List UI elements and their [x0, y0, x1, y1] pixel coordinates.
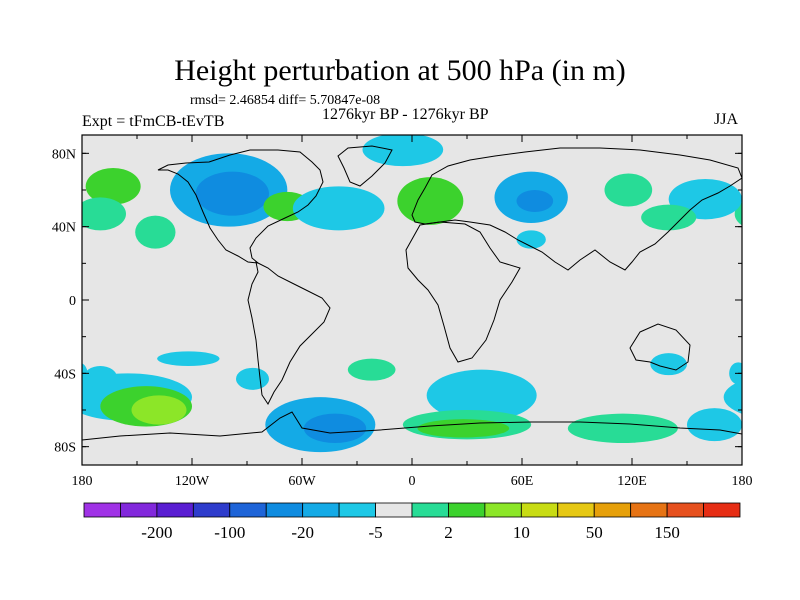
colorbar-swatch	[192, 502, 231, 518]
y-tick-label: 40S	[54, 367, 76, 382]
contour-blob-18	[83, 366, 117, 388]
colorbar-swatch	[520, 502, 559, 518]
contour-blob-15-wrap	[723, 380, 742, 414]
chart-title: Height perturbation at 500 hPa (in m)	[174, 54, 626, 87]
experiment-label: Expt = tFmCB-tEvTB	[82, 113, 225, 130]
colorbar-swatch	[630, 502, 668, 518]
contour-blob-1	[195, 171, 269, 216]
contour-blob-24	[426, 369, 537, 422]
colorbar-swatch	[557, 502, 595, 518]
contour-blob-6	[292, 186, 385, 231]
x-tick-label: 60E	[511, 474, 534, 489]
coastline-antarctica	[82, 411, 742, 441]
period-label: 1276kyr BP - 1276kyr BP	[322, 106, 489, 123]
contour-blob-11	[516, 230, 546, 249]
colorbar-label: 10	[513, 523, 530, 542]
colorbar-swatch	[229, 502, 267, 518]
y-tick-label: 40N	[52, 221, 76, 236]
x-tick-label: 120W	[175, 474, 210, 489]
y-tick-label: 80N	[52, 147, 76, 162]
colorbar-swatch	[593, 502, 632, 518]
contour-blob-8	[397, 177, 464, 225]
contour-blob-21	[303, 413, 367, 444]
colorbar-label: -5	[368, 523, 382, 542]
y-tick-label: 0	[69, 294, 76, 309]
coastline-north-america	[157, 149, 324, 264]
colorbar-swatch	[666, 502, 704, 518]
x-tick-label: 60W	[288, 474, 316, 489]
coastline-greenland	[337, 145, 393, 187]
y-tick-label: 80S	[54, 441, 76, 456]
colorbar-swatch	[265, 502, 304, 518]
x-tick-label: 180	[732, 474, 753, 489]
contour-blob-4	[135, 215, 176, 249]
contour-blob-23	[347, 358, 396, 381]
contour-blob-28	[687, 408, 742, 442]
contour-blob-10	[516, 190, 554, 212]
contour-blob-12	[604, 173, 653, 207]
contour-blob-3	[82, 197, 126, 231]
colorbar-swatch	[703, 502, 741, 518]
colorbar-label: 2	[444, 523, 453, 542]
coastline-central-south-america	[247, 261, 331, 405]
contour-blob-26	[417, 419, 510, 438]
season-label: JJA	[714, 111, 739, 128]
contour-blob-17	[131, 395, 187, 425]
coastlines	[82, 145, 742, 441]
colorbar-label: -100	[214, 523, 245, 542]
contour-blob-22	[236, 367, 269, 390]
colorbar-swatch	[411, 502, 449, 518]
colorbar-swatch	[83, 502, 121, 518]
x-tick-label: 120E	[617, 474, 647, 489]
colorbar-label: -200	[141, 523, 172, 542]
contour-blob-19	[157, 351, 220, 366]
colorbar-label: 50	[586, 523, 603, 542]
colorbar-label: -20	[291, 523, 314, 542]
axis-ticks: 180 120W 60W 0 60E 120E 180 80N 40N 0 40S 80S	[52, 135, 753, 489]
coastline-africa	[405, 221, 521, 363]
colorbar-swatch	[338, 502, 376, 518]
contour-blob-7	[362, 135, 444, 167]
contour-blob-14	[641, 204, 697, 231]
contour-blob-2	[85, 168, 141, 205]
contour-blob-29	[650, 353, 688, 376]
colorbar-swatch	[375, 502, 413, 518]
colorbar: -200 -100 -20 -5 2 10 50 150	[83, 502, 741, 542]
contour-blob-27	[567, 413, 678, 444]
colorbar-swatch	[302, 502, 340, 518]
contour-fields	[82, 135, 742, 453]
x-tick-label: 180	[72, 474, 93, 489]
coastline-australia	[629, 323, 691, 371]
colorbar-swatch	[448, 502, 486, 518]
colorbar-swatch	[156, 502, 194, 518]
x-tick-label: 0	[409, 474, 416, 489]
colorbar-label: 150	[654, 523, 680, 542]
colorbar-swatch	[484, 502, 522, 518]
colorbar-swatch	[120, 502, 158, 518]
chart-stats: rmsd= 2.46854 diff= 5.70847e-08	[190, 93, 381, 108]
coastline-eurasia	[411, 147, 742, 271]
